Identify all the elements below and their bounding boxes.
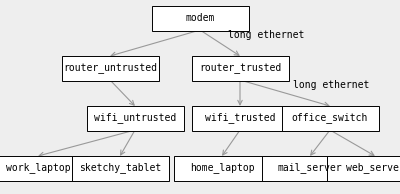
Text: mail_server: mail_server (278, 163, 342, 173)
FancyBboxPatch shape (62, 55, 158, 81)
FancyBboxPatch shape (192, 55, 288, 81)
Text: wifi_untrusted: wifi_untrusted (94, 113, 176, 123)
FancyBboxPatch shape (326, 156, 400, 180)
FancyBboxPatch shape (262, 156, 358, 180)
Text: work_laptop: work_laptop (6, 163, 70, 173)
Text: office_switch: office_switch (292, 113, 368, 123)
Text: modem: modem (185, 13, 215, 23)
Text: wifi_trusted: wifi_trusted (205, 113, 275, 123)
FancyBboxPatch shape (174, 156, 270, 180)
FancyBboxPatch shape (0, 156, 86, 180)
Text: sketchy_tablet: sketchy_tablet (79, 163, 161, 173)
Text: long ethernet: long ethernet (293, 80, 369, 90)
FancyBboxPatch shape (86, 106, 184, 131)
FancyBboxPatch shape (282, 106, 378, 131)
FancyBboxPatch shape (72, 156, 168, 180)
Text: web_server: web_server (346, 163, 400, 173)
Text: router_untrusted: router_untrusted (63, 62, 157, 74)
Text: long ethernet: long ethernet (228, 30, 304, 40)
FancyBboxPatch shape (192, 106, 288, 131)
FancyBboxPatch shape (152, 5, 248, 30)
Text: router_trusted: router_trusted (199, 62, 281, 74)
Text: home_laptop: home_laptop (190, 163, 254, 173)
